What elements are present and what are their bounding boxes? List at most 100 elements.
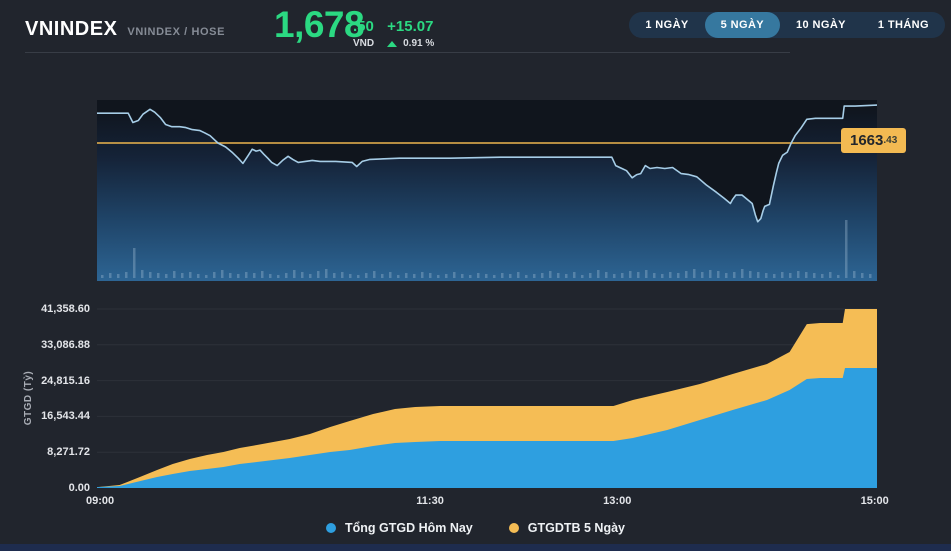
volume-tick-bar <box>413 274 416 278</box>
volume-tick-bar <box>421 272 424 278</box>
y-axis-label: 0.00 <box>68 482 90 494</box>
volume-tick-bar <box>301 272 304 278</box>
y-axis-label: 16,543.44 <box>41 410 90 423</box>
volume-tick-bar <box>813 273 816 278</box>
volume-tick-bar <box>333 273 336 278</box>
volume-tick-bar <box>469 275 472 278</box>
volume-tick-bar <box>709 270 712 278</box>
volume-tick-bar <box>125 272 128 278</box>
price-chart-svg <box>97 104 878 281</box>
volume-tick-bar <box>557 273 560 278</box>
volume-tick-bar <box>429 273 432 278</box>
volume-tick-bar <box>109 273 112 278</box>
volume-tick-bar <box>581 275 584 278</box>
y-axis-label: 41,358.60 <box>41 303 90 315</box>
price-change-percent: 0.91 % <box>403 38 435 49</box>
volume-tick-bar <box>749 271 752 278</box>
volume-tick-bar <box>309 274 312 278</box>
volume-tick-bar <box>117 274 120 278</box>
up-arrow-icon <box>387 41 398 47</box>
volume-tick-bar <box>285 273 288 278</box>
volume-tick-bar <box>781 272 784 278</box>
volume-tick-bar <box>149 272 152 278</box>
volume-tick-bar <box>517 272 520 278</box>
volume-tick-bar <box>757 272 760 278</box>
volume-tick-bar <box>205 275 208 278</box>
volume-tick-bar <box>101 275 104 278</box>
volume-chart-plot[interactable] <box>97 302 877 488</box>
volume-tick-bar <box>453 272 456 278</box>
price-chart-plot[interactable] <box>97 100 878 281</box>
volume-tick-bar <box>773 274 776 278</box>
volume-tick-bar <box>349 274 352 278</box>
volume-tick-bar <box>741 269 744 278</box>
volume-tick-bar <box>213 272 216 278</box>
volume-tick-bar <box>789 273 792 278</box>
volume-tick-bar <box>181 273 184 278</box>
volume-tick-bar <box>797 271 800 278</box>
volume-tick-bar <box>845 220 848 278</box>
reference-price-int: 1663 <box>850 132 884 149</box>
volume-tick-bar <box>229 273 232 278</box>
header-divider <box>25 52 790 53</box>
index-exchange: VNINDEX / HOSE <box>127 26 226 38</box>
chart-legend: Tổng GTGD Hôm Nay GTGDTB 5 Ngày <box>0 521 951 535</box>
volume-tick-bar <box>445 274 448 278</box>
volume-tick-bar <box>821 274 824 278</box>
range-button-1-ngày[interactable]: 1 NGÀY <box>629 12 704 38</box>
volume-tick-bar <box>685 271 688 278</box>
volume-tick-bar <box>853 271 856 278</box>
volume-tick-bar <box>325 269 328 278</box>
volume-tick-bar <box>221 270 224 278</box>
volume-tick-bar <box>653 273 656 278</box>
volume-tick-bar <box>381 274 384 278</box>
volume-tick-bar <box>621 273 624 278</box>
price-line <box>97 104 878 223</box>
x-axis-label-1500: 15:00 <box>860 495 889 507</box>
volume-tick-bar <box>549 271 552 278</box>
legend-item-gtgdtb-5-ngày[interactable]: GTGDTB 5 Ngày <box>508 521 625 535</box>
bottom-accent-strip <box>0 544 951 551</box>
range-button-5-ngày[interactable]: 5 NGÀY <box>704 12 781 38</box>
volume-tick-bar <box>605 272 608 278</box>
volume-tick-bar <box>597 270 600 278</box>
volume-tick-bar <box>341 272 344 278</box>
volume-tick-bar <box>637 272 640 278</box>
range-button-10-ngày[interactable]: 10 NGÀY <box>780 12 862 38</box>
volume-tick-bar <box>357 275 360 278</box>
last-price-decimals: .50 <box>353 18 374 35</box>
volume-tick-bar <box>269 274 272 278</box>
range-button-1-tháng[interactable]: 1 THÁNG <box>862 12 945 38</box>
volume-tick-bar <box>389 272 392 278</box>
volume-tick-bar <box>837 275 840 278</box>
volume-tick-bar <box>717 271 720 278</box>
area-series-tổng-gtgd-hôm-nay <box>97 368 877 488</box>
volume-tick-bar <box>437 275 440 278</box>
index-header: VNINDEX VNINDEX / HOSE <box>25 18 225 41</box>
volume-tick-bar <box>765 273 768 278</box>
x-axis-label-1130: 11:30 <box>416 495 444 507</box>
legend-dot-icon <box>508 523 519 533</box>
time-range-selector: 1 NGÀY 5 NGÀY 10 NGÀY 1 THÁNG <box>629 12 945 38</box>
volume-tick-bar <box>565 274 568 278</box>
volume-tick-bar <box>477 273 480 278</box>
price-details: .50 VND +15.07 0.91 % <box>353 18 435 49</box>
volume-tick-bar <box>693 269 696 278</box>
legend-dot-icon <box>325 523 336 533</box>
last-price: 1,678 <box>274 4 365 45</box>
volume-tick-bar <box>661 274 664 278</box>
volume-tick-bar <box>277 275 280 278</box>
legend-item-tổng-gtgd-hôm-nay[interactable]: Tổng GTGD Hôm Nay <box>325 521 473 535</box>
volume-tick-bar <box>613 274 616 278</box>
volume-tick-bar <box>317 271 320 278</box>
volume-tick-bar <box>373 271 376 278</box>
volume-tick-bar <box>485 274 488 278</box>
volume-tick-bar <box>245 272 248 278</box>
volume-tick-bar <box>669 272 672 278</box>
volume-tick-bar <box>165 274 168 278</box>
volume-tick-bar <box>645 270 648 278</box>
price-change: +15.07 <box>387 18 434 35</box>
volume-tick-bar <box>365 273 368 278</box>
volume-tick-bar <box>589 273 592 278</box>
volume-tick-bar <box>405 273 408 278</box>
